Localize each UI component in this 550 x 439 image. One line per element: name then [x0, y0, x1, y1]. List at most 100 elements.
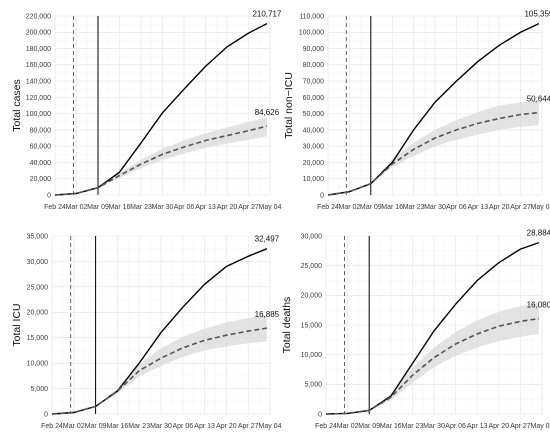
y-tick-label: 50,000: [303, 111, 325, 118]
end-value-label: 16,080: [527, 301, 550, 310]
x-tick-label: Mar 30: [152, 204, 174, 211]
x-tick-label: Mar 09: [358, 423, 380, 430]
panel-total-non-icu: 0 10,000 20,000 30,000 40,000 50,000 60,000 70,…: [283, 10, 550, 211]
x-tick-label: Apr 20: [489, 204, 510, 211]
x-tick-label: Feb 24: [315, 423, 337, 430]
uncertainty-band: [369, 303, 539, 411]
x-tick-label: Mar 02: [63, 423, 85, 430]
y-tick-label: 30,000: [303, 144, 325, 151]
major-gridlines: [51, 235, 271, 415]
y-axis-title: Total ICU: [11, 303, 23, 346]
end-value-label: 16,885: [255, 310, 280, 319]
x-tick-label: Mar 02: [66, 204, 88, 211]
x-tick-label: Apr 13: [195, 204, 216, 211]
y-tick-label: 20,000: [303, 160, 325, 167]
y-tick-label: 40,000: [30, 160, 52, 167]
y-tick-label: 80,000: [303, 62, 325, 69]
y-tick-label: 15,000: [301, 322, 323, 329]
x-tick-label: May 04: [259, 423, 282, 430]
y-tick-label: 25,000: [27, 284, 49, 291]
y-tick-label: 120,000: [26, 95, 51, 102]
x-tick-label: Mar 23: [128, 423, 150, 430]
panel-total-deaths: 0 5,000 10,000 15,000 20,000 25,000 30,000 Feb …: [281, 229, 550, 430]
x-tick-label: Mar 16: [380, 423, 402, 430]
series-line-counterfactual: [51, 327, 268, 415]
x-tick-label: Mar 09: [87, 204, 109, 211]
y-tick-label: 20,000: [27, 310, 49, 317]
y-tick-label: 10,000: [301, 352, 323, 359]
x-tick-label: Feb 24: [317, 204, 339, 211]
y-tick-label: 220,000: [26, 13, 51, 20]
y-tick-label: 30,000: [27, 259, 49, 266]
x-tick-label: Apr 06: [445, 423, 466, 430]
end-value-label: 105,359: [524, 10, 550, 19]
y-axis-title: Total non−ICU: [283, 72, 295, 139]
x-tick-label: Mar 02: [337, 423, 359, 430]
y-tick-label: 35,000: [27, 233, 49, 240]
y-tick-label: 140,000: [26, 78, 51, 85]
x-tick-label: Apr 13: [194, 423, 215, 430]
uncertainty-band: [370, 100, 539, 184]
x-tick-label: Apr 06: [446, 204, 467, 211]
x-tick-label: Mar 09: [360, 204, 382, 211]
x-tick-label: Apr 06: [174, 204, 195, 211]
x-tick-label: Apr 27: [510, 204, 531, 211]
x-tick-label: Apr 27: [510, 423, 531, 430]
end-value-label: 28,884: [527, 229, 550, 238]
y-tick-label: 15,000: [27, 335, 49, 342]
y-tick-label: 180,000: [26, 46, 51, 53]
x-tick-label: Mar 30: [424, 204, 446, 211]
y-tick-label: 200,000: [26, 30, 51, 37]
series-line-counterfactual: [325, 317, 540, 415]
y-tick-label: 100,000: [299, 30, 324, 37]
y-tick-label: 100,000: [26, 111, 51, 118]
x-tick-label: Mar 23: [402, 423, 424, 430]
y-tick-label: 60,000: [303, 95, 325, 102]
y-tick-label: 5,000: [30, 386, 48, 393]
x-tick-label: Mar 23: [403, 204, 425, 211]
x-tick-label: Apr 20: [488, 423, 509, 430]
x-tick-label: Apr 27: [238, 204, 259, 211]
y-tick-label: 0: [47, 192, 51, 199]
y-tick-label: 20,000: [301, 293, 323, 300]
y-tick-label: 60,000: [30, 144, 52, 151]
y-tick-label: 90,000: [303, 46, 325, 53]
x-tick-label: Apr 27: [238, 423, 259, 430]
y-tick-label: 0: [318, 411, 322, 418]
panel-total-icu: 0 5,000 10,000 15,000 20,000 25,000 30,000 35,0…: [11, 233, 282, 430]
x-tick-label: May 04: [531, 204, 550, 211]
y-tick-label: 10,000: [27, 361, 49, 368]
x-tick-label: Mar 16: [107, 423, 129, 430]
x-tick-label: Mar 23: [130, 204, 152, 211]
y-axis-title: Total cases: [11, 79, 23, 132]
series-line-counterfactual: [54, 125, 268, 196]
y-tick-label: 30,000: [301, 233, 323, 240]
y-tick-label: 20,000: [30, 176, 52, 183]
x-tick-label: Apr 20: [217, 204, 238, 211]
y-tick-label: 160,000: [26, 62, 51, 69]
x-tick-label: Mar 16: [381, 204, 403, 211]
series-line-observed: [54, 22, 268, 196]
end-value-label: 50,644: [527, 95, 550, 104]
y-tick-label: 0: [320, 192, 324, 199]
panel-total-cases: 0 20,000 40,000 60,000 80,000 100,000 120,000 1…: [11, 10, 282, 211]
y-tick-label: 40,000: [303, 127, 325, 134]
uncertainty-band: [95, 314, 267, 407]
y-tick-label: 5,000: [304, 382, 322, 389]
x-tick-label: Feb 24: [41, 423, 63, 430]
x-tick-label: Mar 16: [109, 204, 131, 211]
x-tick-label: Mar 30: [423, 423, 445, 430]
x-tick-label: Apr 13: [467, 204, 488, 211]
x-tick-label: May 04: [259, 204, 282, 211]
end-value-label: 32,497: [255, 235, 280, 244]
x-tick-label: Mar 30: [150, 423, 172, 430]
x-tick-label: Apr 06: [172, 423, 193, 430]
end-value-label: 210,717: [252, 10, 281, 19]
end-value-label: 84,626: [255, 108, 280, 117]
x-tick-label: Apr 20: [216, 423, 237, 430]
x-tick-label: Apr 13: [467, 423, 488, 430]
series-line-counterfactual: [327, 111, 539, 196]
y-tick-label: 110,000: [299, 13, 324, 20]
x-tick-label: May 04: [531, 423, 550, 430]
